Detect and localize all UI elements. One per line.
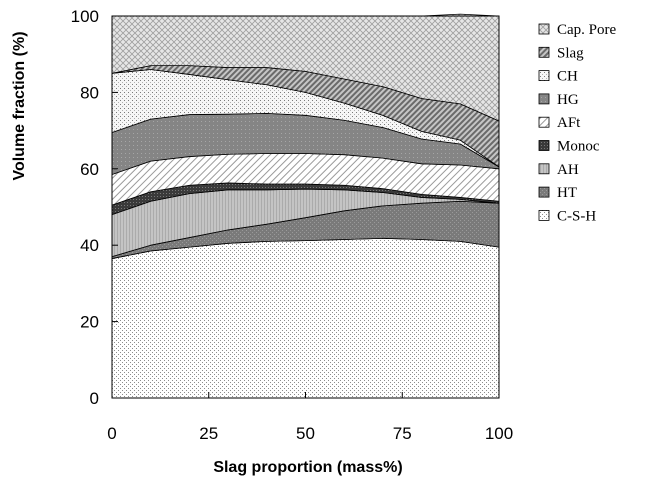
y-axis-title: Volume fraction (%) (11, 31, 28, 180)
y-tick-label: 100 (71, 7, 99, 26)
x-tick-label: 25 (199, 424, 218, 443)
legend: Cap. Pore Slag CH HG AFt Monoc AH HT C-S-H (538, 22, 617, 224)
legend-label-monoc: Monoc (557, 139, 600, 155)
legend-swatch-ch (538, 70, 550, 81)
y-tick-label: 0 (90, 389, 99, 408)
legend-label-cap-pore: Cap. Pore (557, 22, 617, 38)
legend-swatch-monoc (538, 140, 550, 151)
legend-label-c-s-h: C-S-H (557, 208, 596, 224)
legend-swatch-aft (538, 116, 550, 128)
x-tick-label: 75 (393, 424, 412, 443)
y-tick-label: 40 (80, 236, 99, 255)
x-axis-title: Slag proportion (mass%) (213, 459, 402, 476)
area-c-s-h (111, 237, 500, 399)
legend-swatch-slag (538, 46, 550, 58)
x-tick-label: 0 (107, 424, 116, 443)
stacked-areas (111, 13, 500, 399)
legend-swatch-ht (538, 186, 550, 198)
y-tick-label: 80 (80, 83, 99, 102)
y-tick-label: 60 (80, 160, 99, 179)
legend-swatch-cap-pore (538, 23, 550, 35)
legend-swatch-c-s-h (538, 209, 550, 221)
legend-label-aft: AFt (557, 115, 581, 131)
legend-label-ah: AH (557, 162, 579, 178)
legend-swatch-ah (538, 163, 550, 175)
x-tick-label: 100 (485, 424, 513, 443)
legend-label-ch: CH (557, 69, 578, 85)
legend-label-slag: Slag (557, 45, 584, 61)
x-tick-label: 50 (296, 424, 315, 443)
legend-label-hg: HG (557, 92, 579, 108)
legend-label-ht: HT (557, 185, 577, 201)
axes: 0 20 40 60 80 100 0 25 50 75 100 (71, 7, 514, 443)
y-tick-label: 20 (80, 313, 99, 332)
legend-swatch-hg (538, 93, 550, 105)
